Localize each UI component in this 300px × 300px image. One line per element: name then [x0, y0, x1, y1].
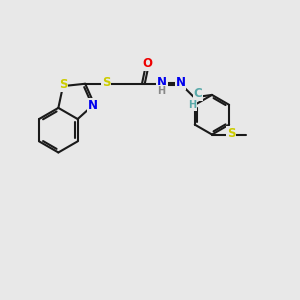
- Text: N: N: [88, 99, 98, 112]
- Text: O: O: [142, 57, 152, 70]
- Text: C: C: [194, 87, 202, 100]
- Text: S: S: [59, 78, 67, 92]
- Text: H: H: [157, 86, 165, 96]
- Text: S: S: [227, 127, 235, 140]
- Text: S: S: [102, 76, 110, 89]
- Text: N: N: [176, 76, 185, 89]
- Text: N: N: [157, 76, 167, 89]
- Text: H: H: [188, 100, 196, 110]
